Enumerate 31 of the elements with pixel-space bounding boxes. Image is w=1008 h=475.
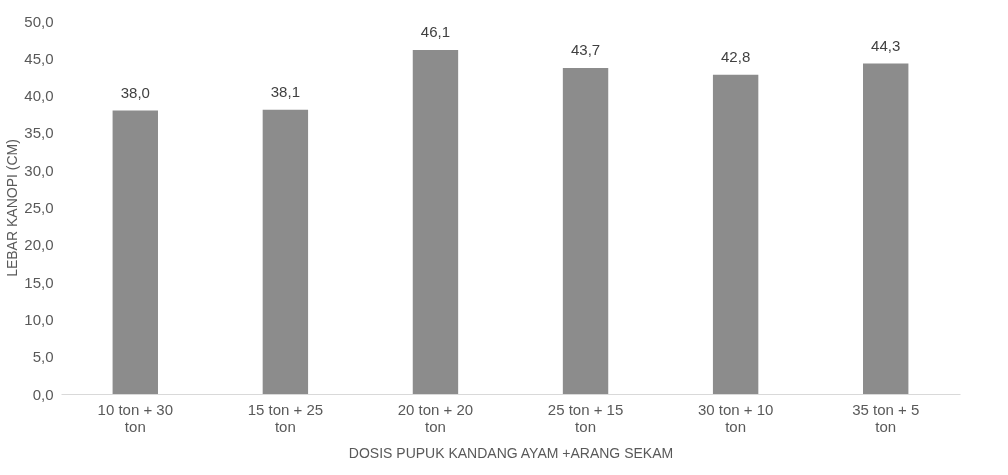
data-label: 38,1 [270,82,300,100]
x-tick-label: 10 ton + 30 ton [97,400,174,435]
y-tick-label: 45,0 [24,49,54,67]
data-label: 42,8 [721,47,751,65]
bar [863,63,909,394]
data-label: 46,1 [420,23,451,41]
x-tick-label: 25 ton + 15 ton [547,400,624,435]
data-label: 43,7 [570,41,601,58]
x-tick-label: 30 ton + 10 ton [697,400,774,435]
y-tick-label: 50,0 [24,12,54,30]
y-tick-label: 20,0 [24,236,54,254]
bar [262,109,309,394]
x-tick-label: 15 ton + 25 ton [247,400,324,435]
y-tick-label: 35,0 [24,124,54,142]
y-tick-label: 15,0 [24,273,54,291]
x-axis-title: DOSIS PUPUK KANDANG AYAM +ARANG SEKAM [348,444,674,461]
y-tick-label: 25,0 [24,199,54,216]
y-tick-label: 0,0 [32,385,54,403]
y-axis-title: LEBAR KANOPI (CM) [4,139,21,277]
y-tick-label: 30,0 [24,161,54,179]
bar [712,74,759,394]
data-label: 38,0 [120,83,150,101]
y-tick-label: 5,0 [32,348,54,366]
data-label: 44,3 [871,36,901,54]
bar [562,68,609,394]
bar [412,50,459,394]
x-tick-label: 35 ton + 5 ton [852,400,920,435]
bar [112,110,158,394]
y-tick-label: 10,0 [24,310,54,328]
y-tick-label: 40,0 [24,87,54,105]
x-tick-label: 20 ton + 20 ton [397,400,474,435]
